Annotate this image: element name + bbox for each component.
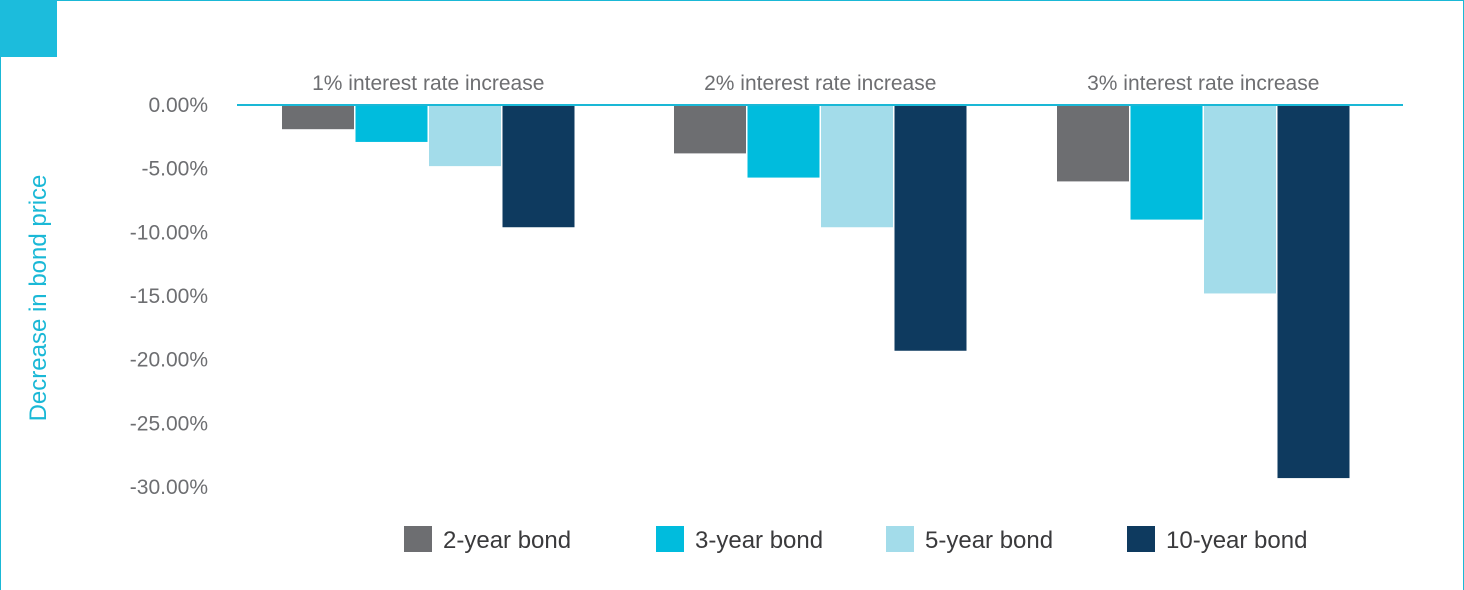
legend-swatch: [1127, 526, 1155, 552]
bar-10-year-bond: [1277, 105, 1350, 479]
legend-label: 3-year bond: [695, 527, 823, 554]
legend-swatch: [404, 526, 432, 552]
bar-5-year-bond: [1204, 105, 1276, 294]
bar-10-year-bond: [502, 105, 575, 228]
y-axis-label: Decrease in bond price: [25, 175, 52, 422]
category-label: 2% interest rate increase: [704, 72, 936, 95]
bar-5-year-bond: [429, 105, 501, 167]
y-tick-label: -20.00%: [130, 349, 208, 372]
y-tick-label: 0.00%: [148, 94, 208, 117]
y-tick-label: -30.00%: [130, 476, 208, 499]
legend-label: 10-year bond: [1166, 527, 1307, 554]
bar-2-year-bond: [282, 105, 354, 130]
y-tick-label: -5.00%: [141, 158, 208, 181]
bars: [282, 105, 1350, 479]
y-tick-label: -25.00%: [130, 412, 208, 435]
bar-2-year-bond: [1057, 105, 1129, 182]
legend-label: 2-year bond: [443, 527, 571, 554]
legend-swatch: [886, 526, 914, 552]
y-tick-label: -10.00%: [130, 221, 208, 244]
bar-10-year-bond: [894, 105, 967, 351]
category-label: 1% interest rate increase: [312, 72, 544, 95]
bar-3-year-bond: [747, 105, 820, 178]
corner-accent-block: [0, 0, 57, 57]
bar-2-year-bond: [674, 105, 746, 154]
category-labels: 1% interest rate increase 2% interest rat…: [312, 72, 1319, 95]
legend-swatch: [656, 526, 684, 552]
bar-3-year-bond: [1130, 105, 1203, 220]
legend-label: 5-year bond: [925, 527, 1053, 554]
y-axis-ticks: 0.00% -5.00% -10.00% -15.00% -20.00% -25.00% -…: [130, 94, 208, 499]
y-tick-label: -15.00%: [130, 285, 208, 308]
bar-3-year-bond: [355, 105, 428, 142]
category-label: 3% interest rate increase: [1087, 72, 1319, 95]
bar-5-year-bond: [821, 105, 893, 228]
legend: 2-year bond 3-year bond 5-year bond 10-year…: [404, 526, 1307, 554]
